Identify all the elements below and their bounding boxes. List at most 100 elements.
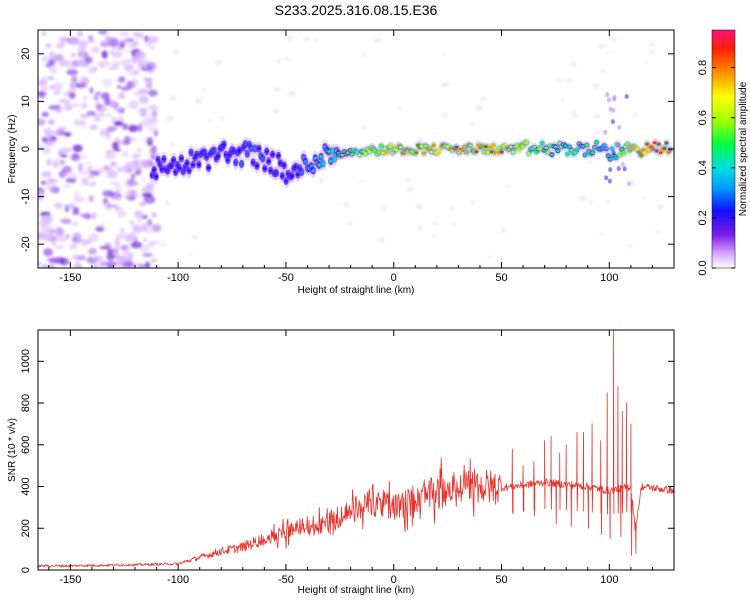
x-tick-label: 50 (495, 272, 507, 284)
ridge-core (614, 156, 618, 160)
noise-blob (141, 192, 153, 198)
ridge-core (567, 145, 572, 149)
noise-blob (146, 61, 157, 71)
ridge-core (437, 148, 442, 152)
ridge-core (480, 144, 484, 148)
noise-blob (628, 244, 634, 249)
noise-blob (38, 118, 46, 126)
noise-blob (53, 90, 61, 95)
noise-blob (45, 42, 52, 49)
noise-blob (87, 248, 98, 255)
noise-blob (103, 201, 111, 210)
noise-blob (48, 106, 60, 111)
ridge-core (233, 161, 238, 164)
noise-blob (82, 95, 89, 102)
noise-blob (49, 50, 55, 60)
ridge-core (169, 164, 174, 167)
noise-blob (73, 196, 85, 203)
noise-blob (63, 170, 76, 177)
noise-blob (142, 76, 148, 82)
noise-blob (89, 124, 98, 131)
spectrogram-x-axis-label: Height of straight line (km) (298, 285, 415, 296)
noise-blob (469, 122, 475, 127)
noise-blob (109, 161, 119, 168)
noise-blob (92, 117, 102, 122)
ridge-halo (608, 167, 613, 173)
ridge-core (317, 163, 321, 167)
noise-blob (111, 116, 117, 123)
ridge-core (309, 164, 314, 168)
noise-blob (114, 106, 123, 112)
noise-blob (88, 233, 100, 242)
noise-blob (41, 56, 53, 60)
noise-blob (431, 221, 440, 225)
ridge-core (311, 169, 316, 173)
ridge-core (575, 148, 579, 152)
noise-blob (68, 92, 76, 99)
ridge-core (524, 141, 529, 145)
ridge-core (654, 149, 659, 153)
noise-blob (132, 159, 139, 164)
noise-blob (89, 87, 94, 94)
ridge-core (643, 151, 647, 155)
noise-blob (121, 151, 129, 158)
ridge-core (491, 143, 496, 147)
noise-blob (170, 143, 176, 146)
noise-blob (165, 200, 171, 206)
ridge-core (195, 153, 199, 157)
spectrogram-y-axis-label: Frequency (Hz) (7, 115, 18, 184)
noise-blob (150, 144, 158, 154)
ridge-core (228, 153, 232, 156)
noise-blob (62, 37, 70, 41)
noise-blob (165, 115, 174, 122)
snr-panel: -150 -100 -50 0 50 100 0 200 400 600 800 1000 Heig… (7, 329, 675, 596)
noise-blob (144, 80, 154, 85)
noise-blob (276, 58, 281, 64)
y-tick-label: 200 (20, 519, 32, 537)
noise-blob (570, 62, 577, 67)
ridge-core (590, 151, 595, 155)
noise-blob (141, 222, 148, 231)
noise-blob (38, 233, 44, 240)
noise-blob (48, 59, 56, 67)
noise-blob (112, 51, 123, 59)
noise-blob (503, 184, 511, 188)
noise-blob (43, 248, 54, 257)
noise-blob (130, 241, 143, 249)
noise-blob (151, 211, 157, 218)
ridge-core (517, 148, 521, 152)
noise-blob (119, 227, 125, 233)
x-tick-label: 100 (600, 574, 618, 586)
ridge-core (319, 155, 323, 159)
noise-blob (145, 83, 153, 89)
ridge-core (511, 150, 515, 154)
noise-blob (73, 262, 83, 268)
ridge-core (455, 145, 459, 149)
noise-blob (58, 98, 71, 104)
noise-blob (66, 64, 75, 70)
noise-blob (116, 85, 122, 89)
ridge-halo (607, 178, 612, 184)
noise-blob (150, 258, 158, 263)
noise-blob (57, 126, 68, 131)
noise-blob (125, 80, 136, 89)
noise-blob (169, 95, 178, 101)
noise-blob (95, 226, 105, 232)
noise-blob (86, 110, 95, 116)
noise-blob (48, 84, 58, 90)
noise-blob (47, 178, 60, 183)
ridge-core (490, 150, 494, 154)
noise-blob (136, 263, 149, 268)
ridge-halo (605, 92, 610, 98)
ridge-core (431, 143, 436, 147)
noise-blob (374, 37, 382, 43)
noise-blob (133, 172, 140, 176)
noise-blob (397, 107, 402, 111)
noise-blob (117, 210, 127, 218)
noise-blob (133, 90, 143, 97)
noise-blob (92, 263, 99, 268)
noise-blob (286, 35, 293, 41)
noise-blob (101, 39, 111, 48)
noise-blob (475, 105, 483, 111)
